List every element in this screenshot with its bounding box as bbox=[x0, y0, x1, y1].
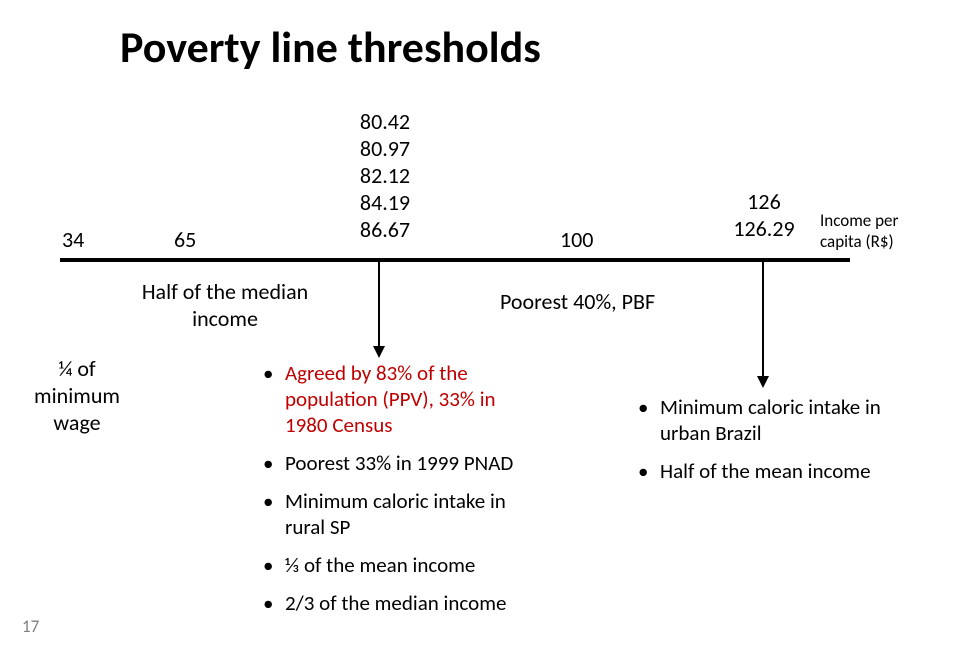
half-median-text: Half of the median income bbox=[142, 278, 308, 332]
bullet-urban-l2: urban Brazil bbox=[660, 420, 762, 446]
arrow-mid-line bbox=[378, 262, 380, 348]
bullet-ppv-l1: Agreed by 83% of the bbox=[285, 360, 468, 386]
half-median-label: Half of the median income bbox=[130, 278, 320, 332]
tick-82-12: 82.12 bbox=[340, 162, 430, 189]
tick-34: 34 bbox=[62, 226, 84, 253]
tick-stack: 80.42 80.97 82.12 84.19 86.67 bbox=[340, 108, 430, 243]
qmw-l2: minimum bbox=[22, 382, 132, 409]
tick-126: 126 bbox=[724, 188, 804, 215]
tick-65: 65 bbox=[174, 226, 196, 253]
middle-bullets: Agreed by 83% of the population (PPV), 3… bbox=[285, 360, 595, 628]
bullet-third-mean: ⅓ of the mean income bbox=[285, 552, 595, 578]
arrow-right-line bbox=[762, 262, 764, 378]
bullet-urban-l1: Minimum caloric intake in bbox=[660, 394, 881, 420]
qmw-l1: ¼ of bbox=[22, 355, 132, 382]
arrow-right-head bbox=[757, 376, 769, 388]
qmw-l3: wage bbox=[22, 409, 132, 436]
tick-100: 100 bbox=[560, 226, 593, 253]
page-title: Poverty line thresholds bbox=[120, 20, 541, 74]
bullet-urban-brazil: Minimum caloric intake in urban Brazil bbox=[660, 394, 950, 446]
tick-126-29: 126.29 bbox=[724, 215, 804, 242]
bullet-pnad: Poorest 33% in 1999 PNAD bbox=[285, 450, 595, 476]
tick-84-19: 84.19 bbox=[340, 189, 430, 216]
bullet-ppv: Agreed by 83% of the population (PPV), 3… bbox=[285, 360, 595, 438]
page-number: 17 bbox=[22, 616, 39, 637]
bullet-ppv-l3: 1980 Census bbox=[285, 412, 392, 438]
bullet-ppv-l2: population (PPV), 33% in bbox=[285, 386, 496, 412]
tick-86-67: 86.67 bbox=[340, 216, 430, 243]
arrow-mid-head bbox=[373, 346, 385, 358]
tick-126-stack: 126 126.29 bbox=[724, 188, 804, 242]
bullet-rural-l2: rural SP bbox=[285, 514, 350, 540]
tick-80-97: 80.97 bbox=[340, 135, 430, 162]
bullet-rural-sp: Minimum caloric intake in rural SP bbox=[285, 488, 595, 540]
poorest-40-label: Poorest 40%, PBF bbox=[500, 288, 655, 315]
bullet-half-mean: Half of the mean income bbox=[660, 458, 950, 484]
bullet-rural-l1: Minimum caloric intake in bbox=[285, 488, 506, 514]
income-per-capita-label: Income per capita (R$) bbox=[820, 210, 940, 252]
number-line bbox=[60, 258, 850, 262]
tick-80-42: 80.42 bbox=[340, 108, 430, 135]
bullet-two-thirds-median: 2/3 of the median income bbox=[285, 590, 595, 616]
quarter-min-wage-label: ¼ of minimum wage bbox=[22, 355, 132, 436]
right-bullets: Minimum caloric intake in urban Brazil H… bbox=[660, 394, 950, 496]
